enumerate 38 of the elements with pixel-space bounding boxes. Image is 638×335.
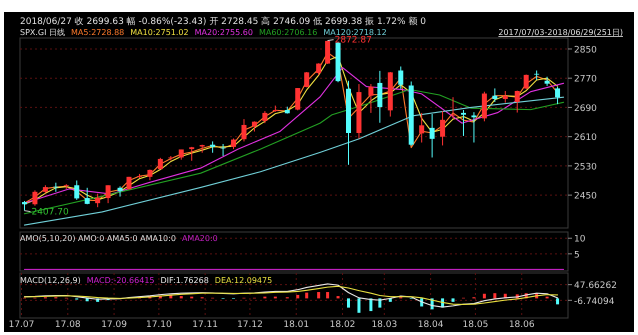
- y-tick-label: 47.66262: [574, 281, 617, 292]
- y-tick-label: 10: [574, 234, 586, 245]
- text: MA10:2751.02: [130, 28, 189, 37]
- series-label: DEA:12.09475: [214, 276, 272, 285]
- text: MA60:2706.16: [258, 28, 318, 37]
- x-tick-label: 17.07: [8, 320, 34, 330]
- x-tick-label: 17.12: [237, 320, 263, 330]
- x-tick-label: 18.05: [462, 320, 488, 330]
- x-tick-label: 17.11: [192, 320, 218, 330]
- y-tick-label: 2850: [574, 45, 598, 56]
- chart-title: MACD(12,26,9): [20, 276, 81, 285]
- text: MA20:2755.60: [194, 28, 253, 37]
- annotation: 2407.70: [31, 208, 69, 218]
- x-tick-label: 17.10: [146, 320, 172, 330]
- text: MA5:2728.88: [71, 28, 124, 37]
- chart-title: 2018/06/27 收 2699.63 幅 -0.86%(-23.43) 开 2728.45 高 2746.09 低 2699.38 振 1.72% 额 0: [20, 16, 426, 27]
- x-tick-label: 18.03: [371, 320, 398, 330]
- x-tick-label: 18.02: [330, 320, 356, 330]
- chart-subtitle: SPX.GI 日线: [20, 28, 66, 37]
- text: AMA20:0: [182, 234, 218, 243]
- chart-title: AMO(5,10,20) AMO:0 AMA5:0 AMA10:0: [20, 234, 176, 243]
- y-tick-label: 2530: [574, 162, 598, 172]
- y-tick-label: 2690: [574, 104, 598, 114]
- text: MA120:2718.12: [323, 28, 387, 37]
- series-label: MACD:-20.66415: [86, 276, 154, 285]
- annotation: 2872.87: [334, 36, 372, 46]
- text: 2017/07/03-2018/06/29(251日): [498, 28, 623, 37]
- y-tick-label: 2450: [574, 192, 598, 202]
- y-tick-label: -6.74094: [574, 296, 615, 307]
- y-tick-label: 2770: [574, 74, 598, 85]
- x-tick-label: 18.04: [418, 320, 444, 330]
- x-tick-label: 18.01: [283, 320, 310, 330]
- y-tick-label: 2610: [574, 133, 598, 144]
- x-tick-label: 17.09: [101, 320, 128, 330]
- x-tick-label: 18.06: [508, 320, 535, 330]
- y-tick-label: 5: [574, 250, 580, 260]
- series-label: DIF:1.76268: [160, 276, 209, 285]
- x-tick-label: 17.08: [54, 320, 81, 330]
